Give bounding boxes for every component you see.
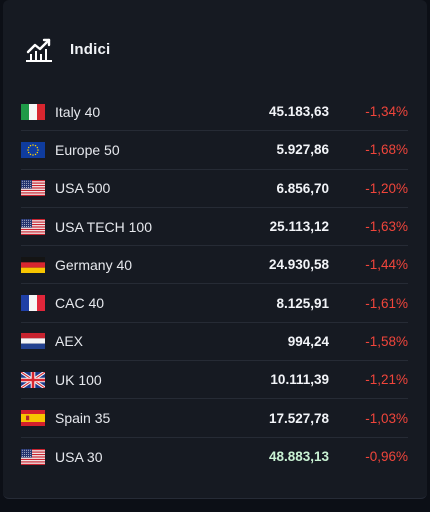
italy-flag-icon	[21, 103, 45, 120]
index-name: USA 500	[55, 180, 111, 197]
index-change: -1,61%	[365, 295, 408, 311]
line-chart-icon	[24, 35, 54, 63]
us-flag-icon	[21, 218, 45, 235]
index-name: Italy 40	[55, 103, 101, 120]
index-name: Europe 50	[55, 141, 120, 158]
index-change: -0,96%	[365, 449, 408, 465]
index-change: -1,21%	[365, 372, 408, 388]
spain-flag-icon	[21, 410, 45, 427]
index-value: 45.183,63	[268, 104, 329, 120]
index-name: Germany 40	[55, 256, 133, 273]
index-name: Spain 35	[55, 410, 111, 427]
panel-header: Indici	[24, 34, 110, 64]
index-value: 24.930,58	[268, 257, 329, 273]
index-name: UK 100	[55, 371, 102, 388]
index-row[interactable]: Europe 50 5.927,86 -1,68%	[21, 131, 408, 170]
index-change: -1,03%	[365, 410, 408, 426]
index-name: USA TECH 100	[55, 218, 153, 235]
index-value: 6.856,70	[276, 180, 329, 196]
index-change: -1,58%	[365, 333, 408, 349]
index-change: -1,63%	[365, 219, 408, 235]
index-value: 17.527,78	[268, 410, 329, 426]
us-flag-icon	[21, 180, 45, 197]
index-row[interactable]: Germany 40 24.930,58 -1,44%	[21, 246, 408, 285]
index-row[interactable]: AEX 994,24 -1,58%	[21, 323, 408, 362]
france-flag-icon	[21, 295, 45, 312]
germany-flag-icon	[21, 256, 45, 273]
index-row[interactable]: UK 100 10.111,39 -1,21%	[21, 361, 408, 400]
index-value: 48.883,13	[268, 449, 329, 465]
index-name: USA 30	[55, 448, 103, 465]
eu-flag-icon	[21, 141, 45, 158]
indices-panel: Indici Italy 40 45.183,63 -1,34% Europe 50 5…	[3, 0, 427, 499]
index-row[interactable]: USA TECH 100 25.113,12 -1,63%	[21, 208, 408, 247]
index-value: 994,24	[287, 333, 329, 349]
us-flag-icon	[21, 448, 45, 465]
index-row[interactable]: CAC 40 8.125,91 -1,61%	[21, 284, 408, 323]
index-change: -1,34%	[365, 104, 408, 120]
index-row[interactable]: USA 500 6.856,70 -1,20%	[21, 170, 408, 208]
index-value: 5.927,86	[276, 142, 329, 158]
index-row[interactable]: USA 30 48.883,13 -0,96%	[21, 438, 408, 476]
index-change: -1,44%	[365, 257, 408, 273]
index-value: 8.125,91	[276, 295, 329, 311]
index-row[interactable]: Italy 40 45.183,63 -1,34%	[21, 93, 408, 132]
panel-title: Indici	[70, 40, 111, 58]
netherlands-flag-icon	[21, 333, 45, 350]
index-change: -1,68%	[365, 142, 408, 158]
index-change: -1,20%	[365, 180, 408, 196]
indices-list: Italy 40 45.183,63 -1,34% Europe 50 5.927,86…	[21, 93, 408, 476]
index-row[interactable]: Spain 35 17.527,78 -1,03%	[21, 399, 408, 438]
index-value: 25.113,12	[269, 219, 329, 235]
index-name: CAC 40	[55, 295, 105, 312]
index-name: AEX	[55, 333, 84, 350]
index-value: 10.111,39	[270, 372, 329, 388]
uk-flag-icon	[21, 371, 45, 388]
